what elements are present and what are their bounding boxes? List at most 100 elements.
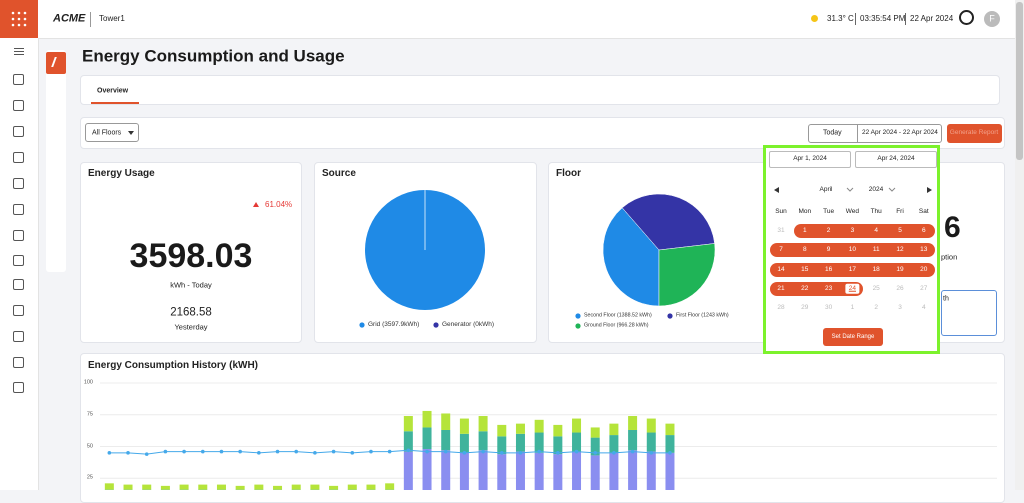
y-tick-label: 75 bbox=[87, 412, 93, 418]
calendar-day[interactable]: 7 bbox=[779, 247, 783, 254]
weekday: Wed bbox=[846, 209, 859, 216]
calendar-day[interactable]: 8 bbox=[803, 247, 807, 254]
calendar-day[interactable]: 20 bbox=[920, 266, 927, 273]
calendar-day[interactable]: 15 bbox=[801, 266, 808, 273]
bar-segment bbox=[497, 425, 506, 436]
line-point bbox=[201, 450, 205, 454]
legend-label: First Floor (1243 kWh) bbox=[676, 313, 729, 318]
calendar-day[interactable]: 25 bbox=[873, 286, 880, 293]
legend-dot bbox=[575, 313, 580, 318]
bar-segment bbox=[479, 431, 488, 450]
dropdown-caret bbox=[128, 131, 134, 135]
calendar-day[interactable]: 11 bbox=[873, 247, 880, 254]
bar-segment bbox=[591, 455, 600, 490]
line-point bbox=[649, 451, 653, 455]
month-select: April bbox=[819, 187, 832, 194]
calendar-day[interactable]: 17 bbox=[849, 266, 856, 273]
calendar-day[interactable]: 23 bbox=[825, 286, 832, 293]
line-point bbox=[444, 450, 448, 454]
bar-segment bbox=[497, 454, 506, 490]
calendar-day[interactable]: 29 bbox=[801, 305, 808, 312]
line-point bbox=[257, 451, 261, 455]
next-month[interactable] bbox=[927, 187, 932, 193]
line-point bbox=[388, 450, 392, 454]
weekday: Sat bbox=[919, 209, 929, 216]
calendar-day[interactable]: 1 bbox=[803, 228, 807, 235]
calendar-day[interactable]: 19 bbox=[896, 266, 903, 273]
line-point bbox=[500, 451, 504, 455]
bar-segment bbox=[516, 452, 525, 490]
calendar-day[interactable]: 31 bbox=[777, 228, 784, 235]
calendar-day[interactable]: 4 bbox=[874, 228, 878, 235]
calendar-day[interactable]: 18 bbox=[873, 266, 880, 273]
year-chevron[interactable] bbox=[889, 188, 895, 191]
calendar-day[interactable]: 3 bbox=[851, 228, 855, 235]
line-point bbox=[481, 450, 485, 454]
bar-segment bbox=[161, 486, 170, 490]
prev-month[interactable] bbox=[774, 187, 779, 193]
line-point bbox=[294, 450, 298, 454]
bar-segment bbox=[441, 430, 450, 450]
line-point bbox=[407, 449, 411, 453]
avatar-initial: F bbox=[989, 15, 995, 24]
calendar-day[interactable]: 5 bbox=[898, 228, 902, 235]
bar-segment bbox=[310, 485, 319, 490]
bar-segment bbox=[124, 485, 133, 490]
line-point bbox=[593, 451, 597, 455]
card-title: Energy Consumption History (kWH) bbox=[88, 361, 258, 371]
weekday: Fri bbox=[896, 209, 904, 216]
bar-segment bbox=[217, 485, 226, 490]
bar-segment bbox=[647, 433, 656, 452]
calendar-day[interactable]: 2 bbox=[874, 305, 878, 312]
start-date: Apr 1, 2024 bbox=[793, 156, 827, 163]
tab: Overview bbox=[97, 88, 128, 95]
bar-segment bbox=[553, 454, 562, 490]
calendar-day[interactable]: 13 bbox=[920, 247, 927, 254]
month-chevron[interactable] bbox=[847, 188, 853, 191]
usage-unit: kWh - Today bbox=[170, 281, 212, 289]
line-point bbox=[556, 451, 560, 455]
bar-segment bbox=[553, 425, 562, 436]
bar-segment bbox=[479, 450, 488, 490]
calendar-day[interactable]: 6 bbox=[922, 228, 926, 235]
calendar-day[interactable]: 12 bbox=[896, 247, 903, 254]
calendar-day[interactable]: 30 bbox=[825, 305, 832, 312]
calendar-day[interactable]: 9 bbox=[827, 247, 831, 254]
calendar-day[interactable]: 24 bbox=[846, 284, 859, 295]
y-tick-label: 100 bbox=[84, 380, 93, 386]
calendar-day[interactable]: 28 bbox=[777, 305, 784, 312]
scroll-thumb[interactable] bbox=[1016, 2, 1023, 160]
scrollbar[interactable] bbox=[1015, 0, 1024, 490]
legend-label: Ground Floor (966.28 kWh) bbox=[584, 323, 648, 328]
bar-segment bbox=[292, 485, 301, 490]
line-point bbox=[668, 451, 672, 455]
line-point bbox=[108, 451, 112, 455]
calendar-day[interactable]: 1 bbox=[851, 305, 855, 312]
calendar-day[interactable]: 10 bbox=[849, 247, 856, 254]
range-highlight bbox=[794, 224, 935, 238]
end-date: Apr 24, 2024 bbox=[877, 156, 914, 163]
bar-segment bbox=[385, 483, 394, 489]
yesterday-value: 2168.58 bbox=[170, 307, 212, 319]
calendar-day[interactable]: 27 bbox=[920, 286, 927, 293]
bar-segment bbox=[423, 427, 432, 449]
calendar-day[interactable]: 21 bbox=[777, 286, 784, 293]
pie-slice bbox=[659, 243, 715, 306]
bar-segment bbox=[516, 434, 525, 452]
calendar-day[interactable]: 4 bbox=[922, 305, 926, 312]
bar-segment bbox=[236, 486, 245, 490]
calendar-day[interactable]: 14 bbox=[777, 266, 784, 273]
card-title: Energy Usage bbox=[88, 169, 155, 179]
y-tick-label: 50 bbox=[87, 444, 93, 450]
calendar-day[interactable]: 2 bbox=[827, 228, 831, 235]
bar-segment bbox=[591, 427, 600, 437]
bar-segment bbox=[665, 453, 674, 490]
calendar-day[interactable]: 26 bbox=[896, 286, 903, 293]
calendar-day[interactable]: 3 bbox=[898, 305, 902, 312]
line-point bbox=[519, 451, 523, 455]
calendar-day[interactable]: 22 bbox=[801, 286, 808, 293]
bar-segment bbox=[665, 435, 674, 453]
calendar-day[interactable]: 16 bbox=[825, 266, 832, 273]
